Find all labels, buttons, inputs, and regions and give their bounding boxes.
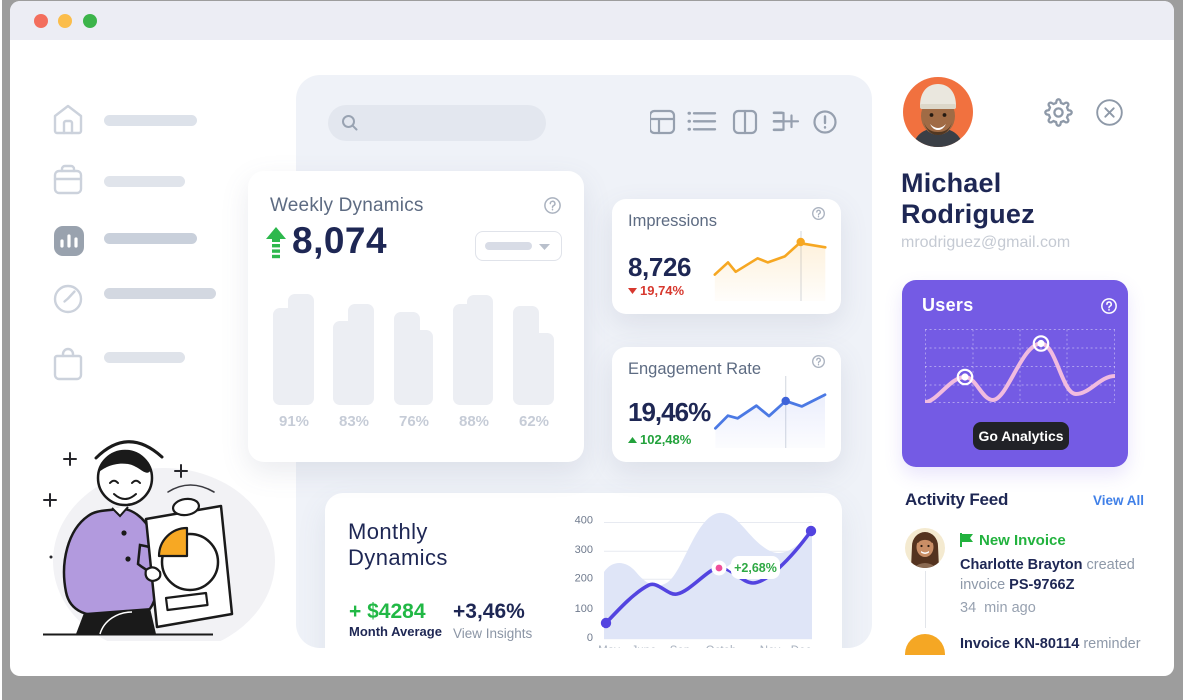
svg-text:300: 300	[575, 544, 593, 556]
svg-text:Nov: Nov	[760, 645, 781, 648]
svg-text:May: May	[598, 645, 620, 648]
svg-text:200: 200	[575, 573, 593, 585]
svg-text:Octob: Octob	[706, 645, 737, 648]
svg-text:Dec: Dec	[791, 645, 812, 648]
svg-text:June: June	[632, 645, 657, 648]
svg-text:Sep: Sep	[670, 645, 690, 648]
svg-text:400: 400	[575, 515, 593, 527]
svg-text:100: 100	[575, 603, 593, 615]
svg-text:0: 0	[587, 632, 593, 644]
svg-text:+2,68%: +2,68%	[734, 561, 777, 575]
